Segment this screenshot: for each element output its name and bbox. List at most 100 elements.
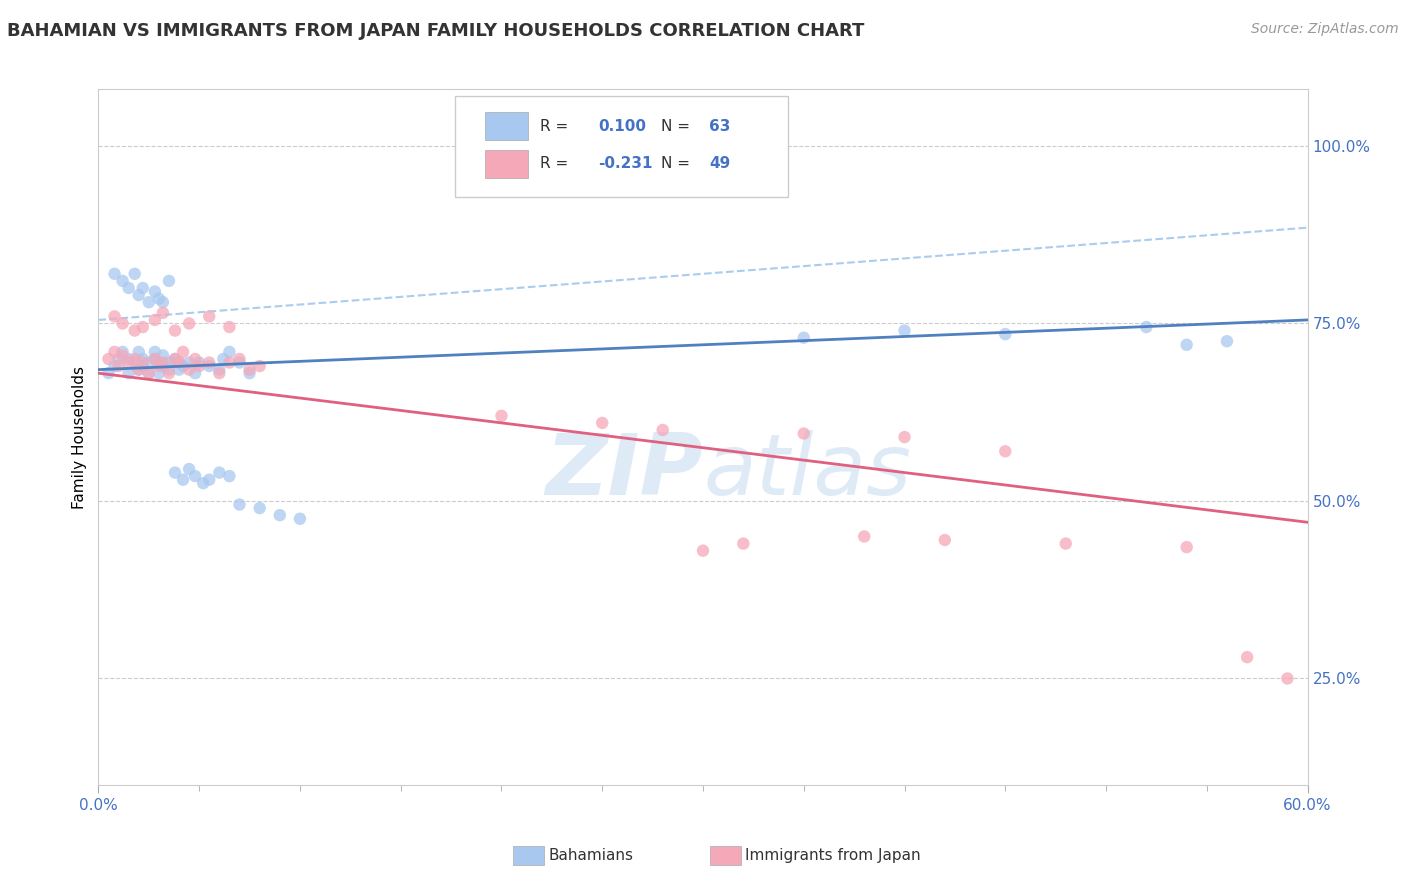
- Point: [934, 533, 956, 547]
- Point: [491, 409, 513, 423]
- Point: [143, 313, 166, 327]
- Point: [167, 355, 190, 369]
- Point: [124, 355, 146, 369]
- Point: [132, 320, 155, 334]
- Point: [177, 462, 201, 476]
- Point: [228, 355, 250, 369]
- Point: [152, 306, 174, 320]
- Point: [152, 348, 174, 362]
- Point: [853, 529, 876, 543]
- Text: 49: 49: [709, 156, 730, 171]
- Point: [1054, 536, 1077, 550]
- Y-axis label: Family Households: Family Households: [72, 366, 87, 508]
- Point: [118, 355, 141, 369]
- Point: [893, 324, 915, 338]
- Point: [994, 327, 1017, 342]
- Point: [172, 473, 194, 487]
- Text: -0.231: -0.231: [598, 156, 652, 171]
- Point: [138, 295, 160, 310]
- Point: [208, 466, 231, 480]
- Point: [143, 344, 166, 359]
- Point: [103, 359, 125, 373]
- Point: [103, 310, 125, 324]
- Point: [198, 359, 221, 373]
- Point: [132, 355, 155, 369]
- Point: [152, 359, 174, 373]
- Text: atlas: atlas: [703, 430, 911, 514]
- Point: [591, 416, 613, 430]
- Point: [143, 351, 166, 366]
- Point: [111, 317, 134, 331]
- Point: [111, 344, 134, 359]
- Point: [148, 359, 170, 373]
- Point: [249, 359, 271, 373]
- Point: [893, 430, 915, 444]
- Point: [198, 310, 221, 324]
- Point: [111, 348, 134, 362]
- Text: N =: N =: [661, 156, 690, 171]
- Text: N =: N =: [661, 119, 690, 134]
- Point: [132, 281, 155, 295]
- Point: [239, 362, 262, 376]
- Point: [184, 469, 207, 483]
- Point: [124, 324, 146, 338]
- Point: [651, 423, 673, 437]
- Point: [218, 469, 240, 483]
- Point: [1277, 672, 1299, 686]
- Point: [124, 351, 146, 366]
- Text: Source: ZipAtlas.com: Source: ZipAtlas.com: [1251, 22, 1399, 37]
- Point: [132, 351, 155, 366]
- Point: [152, 355, 174, 369]
- Point: [128, 362, 150, 376]
- Point: [228, 351, 250, 366]
- Point: [148, 355, 170, 369]
- Point: [138, 355, 160, 369]
- Point: [148, 366, 170, 380]
- Point: [118, 351, 141, 366]
- Point: [167, 362, 190, 376]
- Point: [167, 355, 190, 369]
- Point: [198, 355, 221, 369]
- Point: [184, 366, 207, 380]
- Point: [1135, 320, 1157, 334]
- Point: [793, 426, 815, 441]
- FancyBboxPatch shape: [456, 96, 787, 197]
- Point: [97, 351, 120, 366]
- Point: [212, 351, 235, 366]
- Point: [152, 295, 174, 310]
- Point: [148, 292, 170, 306]
- Point: [163, 351, 186, 366]
- Text: Immigrants from Japan: Immigrants from Japan: [745, 848, 921, 863]
- Point: [118, 281, 141, 295]
- Point: [177, 317, 201, 331]
- Point: [172, 359, 194, 373]
- Text: 63: 63: [709, 119, 731, 134]
- Point: [138, 366, 160, 380]
- Point: [124, 267, 146, 281]
- Point: [177, 355, 201, 369]
- Point: [1175, 338, 1198, 352]
- Point: [128, 344, 150, 359]
- Point: [157, 366, 180, 380]
- Point: [239, 366, 262, 380]
- Point: [118, 366, 141, 380]
- Point: [128, 362, 150, 376]
- Point: [143, 285, 166, 299]
- Point: [228, 498, 250, 512]
- Point: [103, 267, 125, 281]
- Point: [157, 274, 180, 288]
- Point: [994, 444, 1017, 458]
- Point: [163, 351, 186, 366]
- Point: [1216, 334, 1239, 349]
- Point: [269, 508, 291, 523]
- Text: BAHAMIAN VS IMMIGRANTS FROM JAPAN FAMILY HOUSEHOLDS CORRELATION CHART: BAHAMIAN VS IMMIGRANTS FROM JAPAN FAMILY…: [7, 22, 865, 40]
- Point: [208, 366, 231, 380]
- Point: [193, 476, 215, 491]
- Point: [138, 366, 160, 380]
- Point: [1175, 540, 1198, 554]
- Point: [128, 288, 150, 302]
- Point: [163, 324, 186, 338]
- Text: R =: R =: [540, 119, 568, 134]
- Point: [111, 274, 134, 288]
- Point: [218, 355, 240, 369]
